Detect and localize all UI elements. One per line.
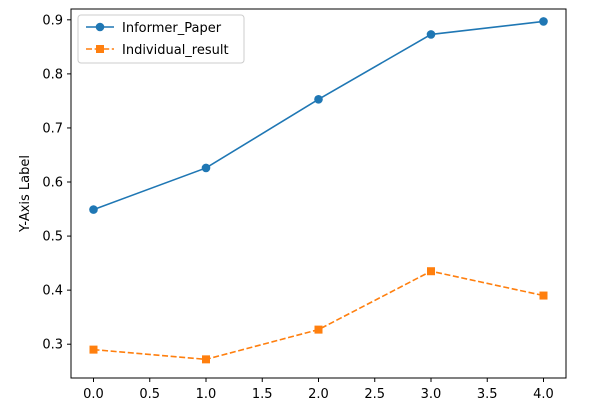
x-axis: 0.0 0.5 1.0 1.5 2.0 2.5 3.0 3.5 4.0	[83, 378, 554, 402]
series-line	[93, 270, 544, 361]
data-point	[89, 345, 98, 354]
x-tick-label: 1.5	[252, 387, 273, 402]
x-tick-label: 3.0	[421, 387, 442, 402]
y-tick-label: 0.9	[42, 13, 63, 28]
data-point	[539, 291, 548, 300]
x-tick-label: 2.5	[364, 387, 385, 402]
y-axis-label: Y-Axis Label	[18, 155, 33, 233]
y-tick-label: 0.6	[42, 176, 63, 191]
data-point	[89, 205, 98, 214]
x-tick-label: 0.5	[139, 387, 160, 402]
y-tick-label: 0.4	[42, 284, 63, 299]
data-point	[426, 30, 436, 39]
legend-entry: Informer_Paper	[86, 21, 222, 36]
y-axis: 0.3 0.4 0.5 0.6 0.7 0.8 0.9	[42, 13, 71, 353]
data-point	[314, 94, 323, 104]
data-point	[201, 163, 211, 173]
series-Informer_Paper	[89, 17, 548, 214]
data-point	[427, 267, 435, 276]
y-tick-label: 0.5	[42, 230, 63, 245]
plot-border	[70, 8, 567, 379]
x-tick-label: 2.0	[308, 387, 329, 402]
data-point	[314, 325, 323, 334]
legend-label: Informer_Paper	[122, 21, 222, 36]
legend-marker	[96, 45, 104, 53]
legend-box	[77, 14, 245, 64]
plot-frame	[70, 8, 567, 379]
legend-entry: Individual_result	[86, 43, 229, 58]
x-tick-label: 4.0	[533, 387, 554, 402]
legend: Informer_Paper Individual_result	[77, 14, 245, 64]
legend-label: Individual_result	[122, 43, 229, 58]
y-tick-label: 0.3	[42, 338, 63, 353]
data-point	[539, 17, 548, 26]
y-tick-label: 0.7	[42, 121, 63, 136]
series-Individual_result	[89, 267, 548, 364]
data-point	[202, 355, 210, 364]
series-layer	[89, 17, 548, 364]
y-tick-label: 0.8	[42, 67, 63, 82]
x-tick-label: 1.0	[196, 387, 217, 402]
x-tick-label: 3.5	[477, 387, 498, 402]
x-tick-label: 0.0	[83, 387, 104, 402]
legend-marker	[95, 22, 105, 32]
